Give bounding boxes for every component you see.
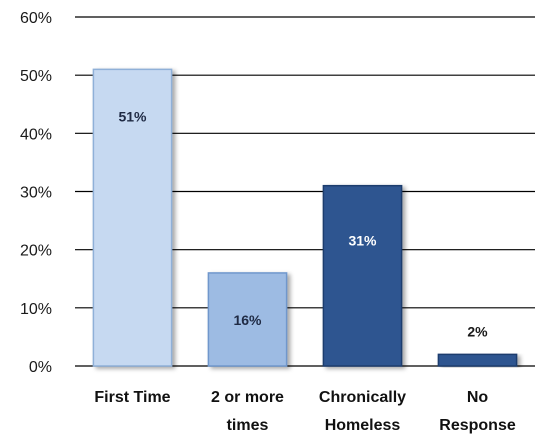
bar-chronically-homeless xyxy=(322,184,403,367)
bars xyxy=(92,68,518,367)
y-axis-ticks: 0% 10% 20% 30% 40% 50% 60% xyxy=(20,10,52,376)
x-tick-label: First Time xyxy=(94,389,170,406)
x-tick-label: times xyxy=(227,417,269,434)
y-tick-label: 0% xyxy=(29,359,52,376)
x-axis-labels: First Time 2 or more times Chronically Homel… xyxy=(94,389,515,434)
data-label: 2% xyxy=(467,323,488,339)
y-tick-label: 10% xyxy=(20,301,52,318)
y-tick-label: 40% xyxy=(20,126,52,143)
data-label: 16% xyxy=(233,312,262,328)
bar-2-or-more-times xyxy=(207,272,288,367)
y-tick-label: 60% xyxy=(20,10,52,27)
bar-no-response xyxy=(437,353,518,367)
data-labels: 51% 16% 31% 2% xyxy=(118,108,488,339)
y-tick-label: 20% xyxy=(20,243,52,260)
x-tick-label: Response xyxy=(439,417,516,434)
x-tick-label: Chronically xyxy=(319,389,406,406)
data-label: 51% xyxy=(118,108,147,124)
x-tick-label: No xyxy=(467,389,489,406)
x-tick-label: Homeless xyxy=(325,417,401,434)
y-tick-label: 50% xyxy=(20,68,52,85)
x-tick-label: 2 or more xyxy=(211,389,284,406)
bar-first-time xyxy=(92,68,173,367)
y-tick-label: 30% xyxy=(20,185,52,202)
data-label: 31% xyxy=(348,233,377,249)
